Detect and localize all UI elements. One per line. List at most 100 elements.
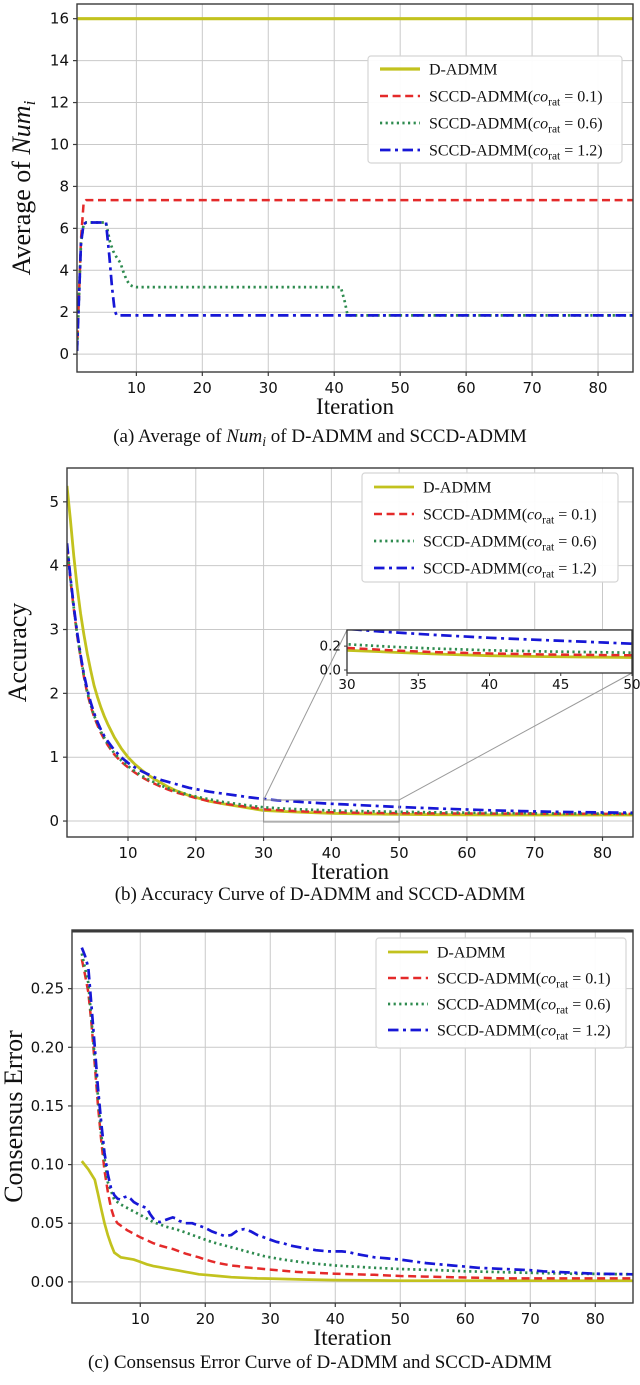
inset-connector-line: [398, 672, 633, 801]
y-tick-label: 3: [49, 621, 59, 639]
y-tick-label: 12: [50, 94, 69, 112]
caption-a: (a) Average of Numi of D-ADMM and SCCD-A…: [0, 426, 640, 450]
y-tick-label: 16: [50, 10, 69, 28]
caption-text-run: Num: [226, 426, 263, 447]
legend-item: SCCD-ADMM(corat = 0.1): [380, 89, 603, 109]
x-tick-label: 60: [457, 844, 476, 862]
x-tick-label: 30: [259, 379, 278, 397]
legend-box: [367, 55, 623, 164]
legend-item: SCCD-ADMM(corat = 0.6): [374, 534, 597, 554]
legend-item: D-ADMM: [374, 480, 491, 497]
caption-text-run: (a) Average of: [113, 426, 227, 447]
caption-text-run: i: [262, 433, 267, 449]
plot-border: [66, 467, 634, 838]
caption-text-run: (c) Consensus Error Curve of D-ADMM and …: [88, 1352, 552, 1373]
x-tick-label: 10: [131, 1310, 150, 1328]
zoom-region-rect: [263, 799, 400, 823]
legend-item-label: SCCD-ADMM(corat = 1.2): [437, 1023, 611, 1043]
inset-x-tick-label: 50: [623, 677, 640, 693]
legend-item: SCCD-ADMM(corat = 1.2): [374, 561, 597, 581]
series-sccd-12-line: [77, 221, 633, 352]
plot-border: [76, 3, 634, 373]
legend: D-ADMM SCCD-ADMM(corat = 0.1) SCCD-ADMM(co…: [375, 937, 627, 1049]
x-tick-label: 50: [391, 379, 410, 397]
legend-item-label: D-ADMM: [429, 62, 497, 79]
x-tick-label: 80: [593, 844, 612, 862]
inset-axes: 30 35 40 45 50 0.0 0.2: [320, 629, 640, 693]
series-sccd-06-line: [80, 953, 633, 1276]
y-tick-label: 2: [49, 684, 59, 702]
x-tick-label: 30: [254, 844, 273, 862]
series-sccd-01-line: [80, 959, 633, 1280]
x-tick-label: 10: [118, 844, 137, 862]
series-d-admm-line: [80, 1160, 633, 1283]
x-axis-label: Iteration: [314, 1325, 392, 1350]
x-tick-label: 20: [193, 379, 212, 397]
y-tick-label: 0.00: [31, 1273, 64, 1291]
x-tick-label: 70: [521, 1310, 540, 1328]
y-tick-label: 0.20: [31, 1038, 64, 1056]
plot-series: [77, 17, 633, 352]
y-tick-label: 14: [50, 52, 69, 70]
x-tick-label: 60: [456, 1310, 475, 1328]
legend-item: D-ADMM: [380, 62, 497, 79]
caption-c: (c) Consensus Error Curve of D-ADMM and …: [0, 1352, 640, 1374]
y-tick-label: 4: [49, 557, 59, 575]
y-axis-label: Average of Numi: [7, 100, 39, 275]
y-tick-label: 0: [49, 812, 59, 830]
legend-item-label: SCCD-ADMM(corat = 1.2): [423, 561, 597, 581]
y-tick-label: 0.25: [31, 980, 64, 998]
legend-item: SCCD-ADMM(corat = 0.1): [374, 507, 597, 527]
x-tick-label: 60: [457, 379, 476, 397]
y-tick-label: 4: [59, 261, 69, 279]
x-tick-label: 80: [586, 1310, 605, 1328]
legend-item: SCCD-ADMM(corat = 1.2): [380, 143, 603, 163]
y-tick-label: 8: [59, 177, 69, 195]
caption-text-run: (b) Accuracy Curve of D-ADMM and SCCD-AD…: [114, 884, 526, 905]
series-sccd-12-line: [67, 543, 633, 815]
legend-item-label: SCCD-ADMM(corat = 0.6): [437, 997, 611, 1017]
legend-box: [361, 472, 619, 583]
inset-x-tick-label: 35: [410, 677, 427, 693]
y-tick-label: 0: [59, 345, 69, 363]
legend: D-ADMM SCCD-ADMM(corat = 0.1) SCCD-ADMM(co…: [361, 472, 619, 583]
axis-ticks: 10 20 30 40 50 60 70 80 0.00 0.05 0.10 0.15 0.20 0.25: [31, 980, 605, 1328]
chart-c: 10 20 30 40 50 60 70 80 0.00 0.05 0.10 0.15 0.20 0.25…: [0, 929, 634, 1350]
legend-item: SCCD-ADMM(corat = 0.1): [388, 971, 611, 991]
axis-ticks: 10 20 30 40 50 60 70 80 0 2 4 6 8 10 12 14 16: [50, 10, 608, 397]
legend: D-ADMM SCCD-ADMM(corat = 0.1) SCCD-ADMM(co…: [367, 55, 623, 164]
x-tick-label: 70: [525, 844, 544, 862]
y-tick-label: 0.15: [31, 1097, 64, 1115]
legend-item-label: SCCD-ADMM(corat = 0.1): [423, 507, 597, 527]
x-tick-label: 80: [588, 379, 607, 397]
caption-text-run: of D-ADMM and SCCD-ADMM: [266, 426, 527, 447]
series-d-admm-line: [347, 648, 632, 659]
inset-connector-line: [263, 629, 348, 801]
x-tick-label: 20: [196, 1310, 215, 1328]
inset-x-tick-label: 30: [338, 677, 355, 693]
x-tick-label: 40: [325, 379, 344, 397]
x-tick-label: 50: [391, 1310, 410, 1328]
x-tick-label: 10: [127, 379, 146, 397]
x-tick-label: 30: [261, 1310, 280, 1328]
y-axis-label: Consensus Error: [0, 1030, 28, 1203]
legend-item: SCCD-ADMM(corat = 0.6): [388, 997, 611, 1017]
y-tick-label: 5: [49, 493, 59, 511]
x-tick-label: 70: [523, 379, 542, 397]
gridlines: [72, 930, 633, 1303]
y-tick-label: 2: [59, 303, 69, 321]
plot-series: [67, 485, 633, 817]
x-tick-label: 40: [322, 844, 341, 862]
y-tick-label: 0.05: [31, 1214, 64, 1232]
inset-x-tick-label: 40: [481, 677, 498, 693]
x-tick-label: 50: [390, 844, 409, 862]
plot-series: [80, 947, 633, 1283]
y-axis-label: Accuracy: [3, 603, 32, 703]
legend-item-label: D-ADMM: [423, 480, 491, 497]
legend-item-label: SCCD-ADMM(corat = 0.1): [429, 89, 603, 109]
x-axis-label: Iteration: [316, 394, 394, 419]
legend-item-label: SCCD-ADMM(corat = 0.1): [437, 971, 611, 991]
